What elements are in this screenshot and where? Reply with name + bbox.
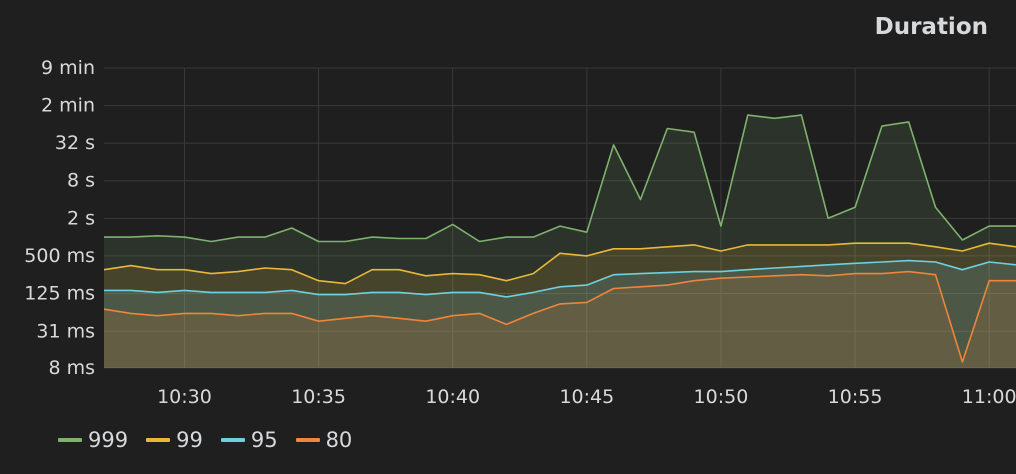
y-tick-label: 2 min — [41, 95, 95, 117]
y-tick-label: 31 ms — [36, 320, 95, 342]
y-tick-label: 8 s — [67, 170, 95, 192]
y-tick-label: 8 ms — [48, 357, 95, 379]
y-tick-label: 125 ms — [24, 282, 95, 304]
y-tick-label: 32 s — [55, 132, 95, 154]
legend-label: 999 — [88, 428, 129, 452]
x-tick-label: 10:50 — [694, 386, 749, 408]
x-tick-label: 11:00 — [962, 386, 1016, 408]
y-tick-label: 500 ms — [24, 245, 95, 267]
x-axis: 10:30 10:35 10:40 10:45 10:50 10:55 11:00 — [157, 386, 1016, 408]
legend-item-999[interactable]: 999 — [58, 428, 128, 452]
x-tick-label: 10:30 — [157, 386, 212, 408]
legend-swatch — [58, 438, 82, 442]
y-axis: 8 ms 31 ms 125 ms 500 ms 2 s 8 s 32 s 2 min 9 mi… — [24, 57, 95, 379]
legend-swatch — [220, 438, 245, 442]
series-line-80 — [103, 270, 1016, 363]
y-tick-label: 2 s — [67, 207, 95, 229]
x-tick-label: 10:55 — [828, 386, 883, 408]
legend-swatch — [295, 438, 320, 442]
legend-item-95[interactable]: 95 — [220, 428, 278, 452]
panel-title: Duration — [874, 14, 988, 40]
series-lines — [103, 114, 1016, 363]
duration-chart: 8 ms 31 ms 125 ms 500 ms 2 s 8 s 32 s 2 min 9 mi… — [24, 57, 1016, 408]
legend-item-99[interactable]: 99 — [146, 428, 203, 452]
legend-swatch — [146, 438, 171, 442]
series-area-80 — [104, 271, 1016, 368]
legend-label: 80 — [325, 428, 353, 452]
legend: 999 99 95 80 — [58, 428, 352, 452]
x-tick-label: 10:45 — [559, 386, 614, 408]
legend-item-80[interactable]: 80 — [295, 428, 353, 452]
series-line-999 — [104, 114, 1016, 243]
legend-label: 99 — [176, 428, 203, 452]
series-line-95 — [104, 259, 1016, 298]
legend-label: 95 — [250, 428, 278, 452]
series-areas — [104, 115, 1016, 368]
grid — [104, 67, 1016, 369]
x-tick-label: 10:40 — [425, 386, 480, 408]
series-area-99 — [104, 243, 1016, 368]
x-tick-label: 10:35 — [291, 386, 346, 408]
series-area-95 — [104, 260, 1016, 368]
series-area-999 — [104, 115, 1016, 368]
series-line-99 — [103, 242, 1016, 285]
y-tick-label: 9 min — [41, 57, 95, 79]
